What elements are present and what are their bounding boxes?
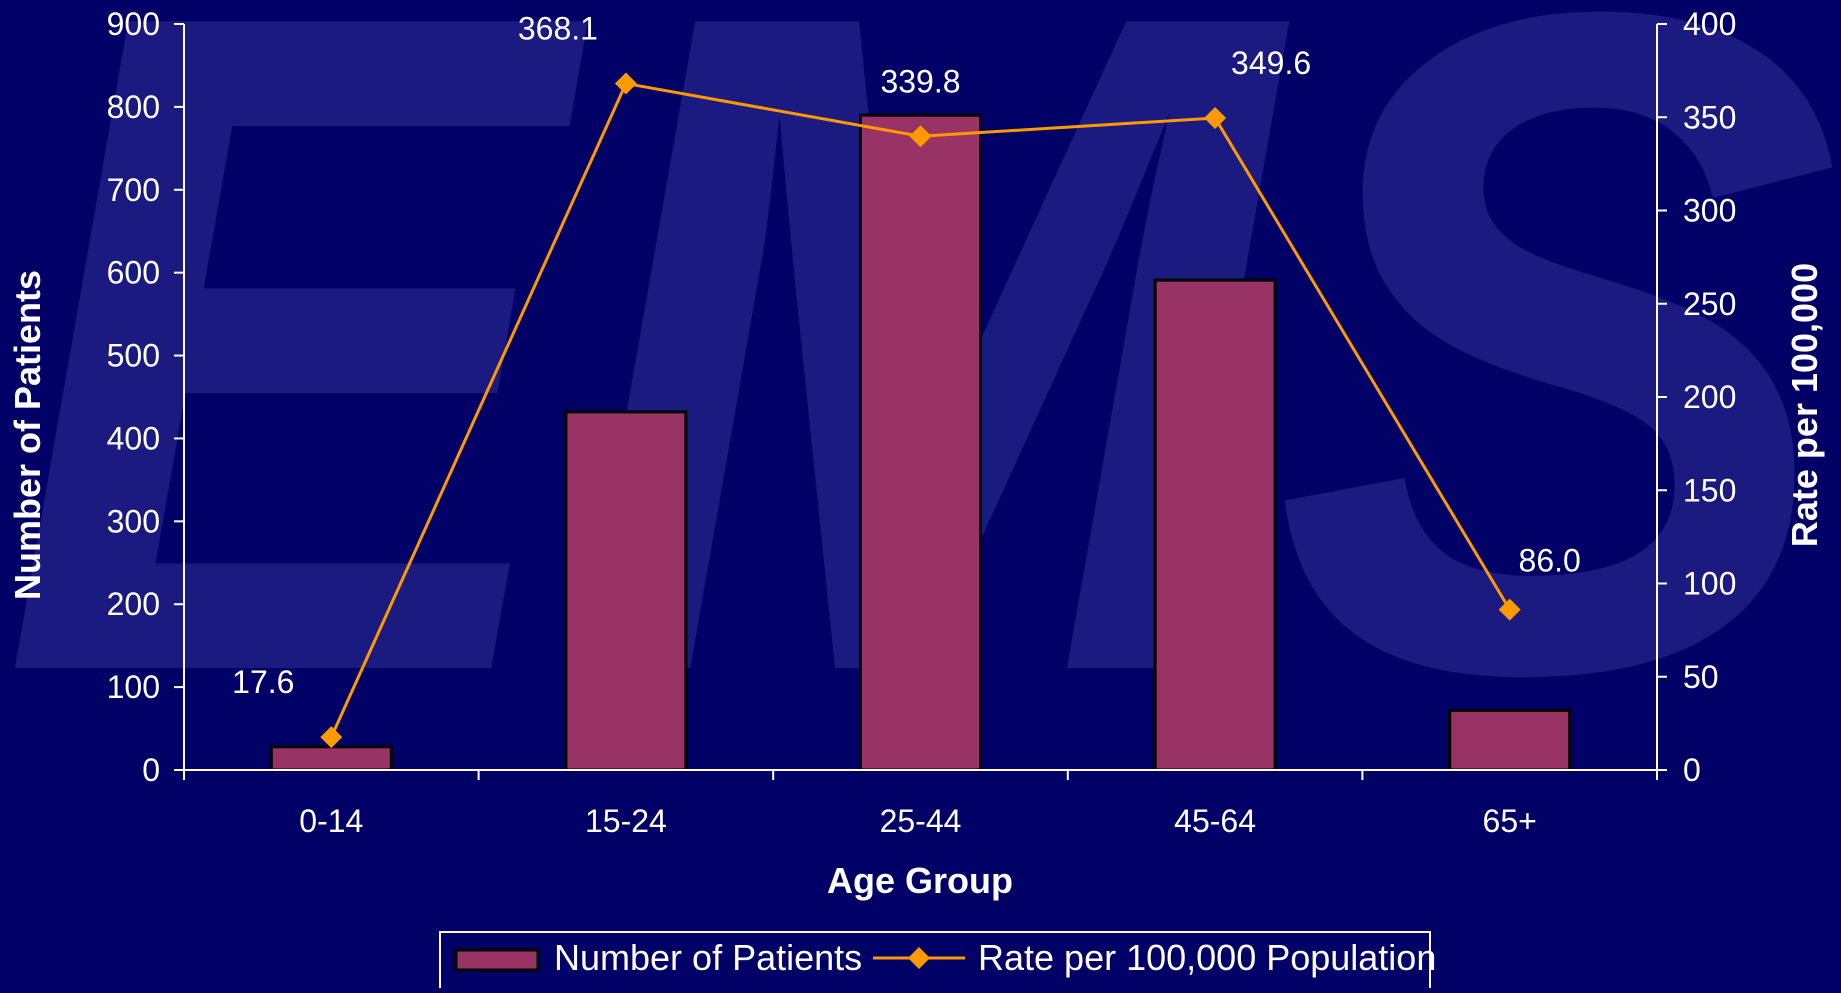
axes: 0 100 200 300 400 500 600 700 800 900 0 50 100 150 200… <box>107 6 1737 839</box>
rate-marker-0-14 <box>320 726 343 749</box>
rate-data-label: 368.1 <box>518 10 598 46</box>
rate-marker-45-64 <box>1204 106 1227 129</box>
y2-tick-label: 100 <box>1683 566 1736 602</box>
y2-tick-label: 350 <box>1683 99 1736 135</box>
line-series <box>320 72 1521 749</box>
y-axis-title: Number of Patients <box>7 270 48 600</box>
y2-tick-label: 0 <box>1683 752 1701 788</box>
y-tick-label: 200 <box>107 586 160 622</box>
legend-diamond-marker <box>908 947 930 969</box>
y2-tick-label: 250 <box>1683 286 1736 322</box>
y-tick-label: 0 <box>142 752 160 788</box>
y2-tick-label: 200 <box>1683 379 1736 415</box>
bar-25-44 <box>859 113 982 772</box>
y2-axis-title: Rate per 100,000 <box>1784 263 1825 547</box>
legend-label-patients: Number of Patients <box>554 937 862 978</box>
y-tick-label: 700 <box>107 172 160 208</box>
y2-tick-label: 300 <box>1683 193 1736 229</box>
rate-data-label: 17.6 <box>232 664 294 700</box>
y-tick-label: 400 <box>107 420 160 456</box>
y-tick-label: 800 <box>107 89 160 125</box>
x-tick-label: 0-14 <box>299 803 363 839</box>
bar-65+ <box>1448 708 1572 772</box>
legend: Number of Patients Rate per 100,000 Popu… <box>439 931 1436 991</box>
x-tick-label: 25-44 <box>880 803 962 839</box>
x-tick-label: 15-24 <box>585 803 667 839</box>
x-axis-title: Age Group <box>827 860 1013 901</box>
y-tick-label: 600 <box>107 255 160 291</box>
y-tick-label: 500 <box>107 338 160 374</box>
y-tick-label: 900 <box>107 6 160 42</box>
rate-marker-15-24 <box>614 72 637 95</box>
legend-label-rate: Rate per 100,000 Population <box>978 937 1436 978</box>
y-tick-label: 100 <box>107 669 160 705</box>
bar-15-24 <box>564 410 688 772</box>
y2-tick-label: 150 <box>1683 472 1736 508</box>
rate-data-label: 86.0 <box>1519 543 1581 579</box>
bar-0-14 <box>269 745 393 772</box>
bar-series <box>269 113 1572 772</box>
x-tick-label: 65+ <box>1483 803 1537 839</box>
bar-45-64 <box>1153 278 1277 772</box>
y2-tick-label: 50 <box>1683 659 1719 695</box>
rate-marker-65+ <box>1498 598 1521 621</box>
data-labels: 17.6 368.1 339.8 349.6 86.0 <box>232 10 1581 700</box>
rate-marker-25-44 <box>909 125 932 148</box>
y2-tick-label: 400 <box>1683 6 1736 42</box>
rate-data-label: 349.6 <box>1231 45 1311 81</box>
rate-data-label: 339.8 <box>880 63 960 99</box>
y-tick-label: 300 <box>107 503 160 539</box>
x-tick-label: 45-64 <box>1174 803 1256 839</box>
legend-swatch-bar <box>454 948 540 972</box>
